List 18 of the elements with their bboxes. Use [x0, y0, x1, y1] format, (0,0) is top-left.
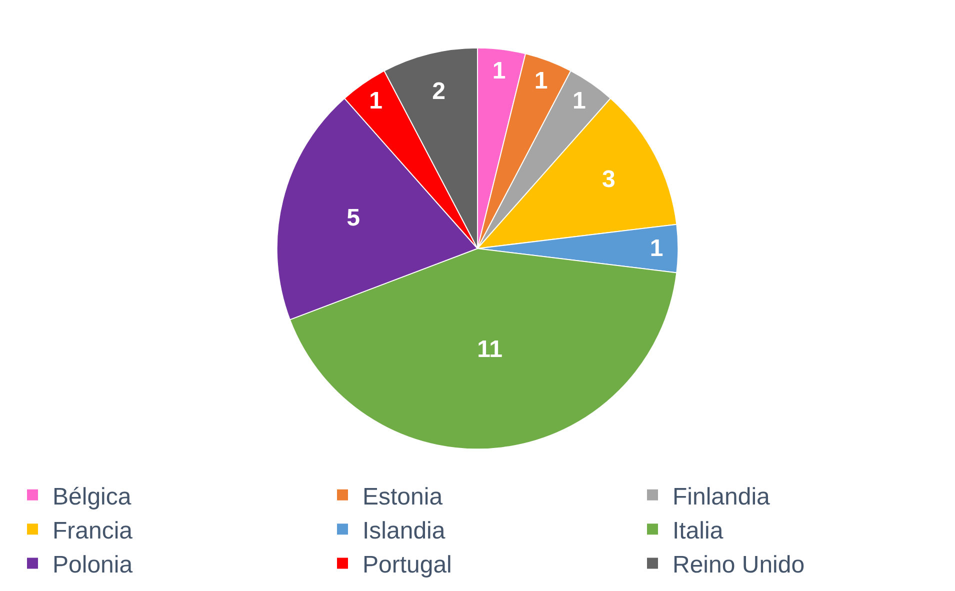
legend-label: Bélgica [52, 483, 132, 510]
legend-label: Finlandia [672, 483, 771, 510]
legend-label: Francia [52, 517, 134, 544]
data-label: 1 [369, 88, 382, 115]
data-label: 5 [346, 204, 360, 232]
data-label: 1 [572, 88, 586, 115]
data-label: 1 [492, 57, 506, 84]
data-label: 3 [602, 166, 616, 194]
data-label: 11 [477, 336, 502, 364]
data-label: 1 [650, 235, 664, 262]
legend-label: Estonia [362, 483, 444, 510]
legend-label: Italia [672, 517, 724, 544]
data-label: 1 [534, 68, 548, 95]
legend-label: Polonia [52, 552, 134, 579]
legend-label: Reino Unido [672, 552, 805, 579]
legend-label: Islandia [362, 517, 446, 544]
data-label: 2 [432, 78, 446, 105]
legend-label: Portugal [362, 552, 452, 579]
